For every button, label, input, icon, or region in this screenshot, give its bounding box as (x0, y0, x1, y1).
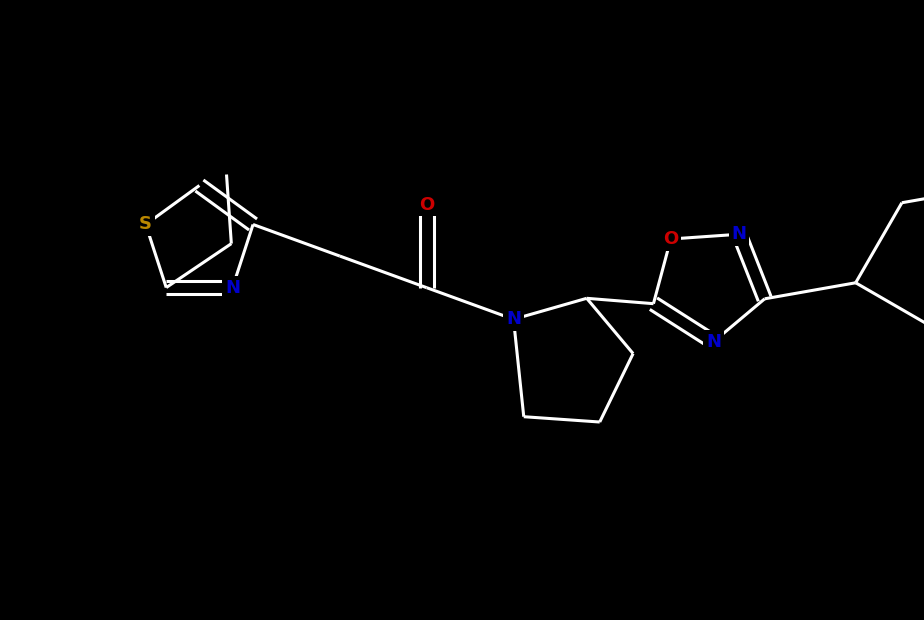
Text: S: S (140, 216, 152, 234)
Text: N: N (225, 278, 240, 296)
Text: N: N (732, 225, 747, 243)
Text: N: N (706, 333, 721, 351)
Text: O: O (419, 195, 434, 213)
Text: N: N (506, 310, 521, 329)
Text: O: O (663, 230, 678, 248)
